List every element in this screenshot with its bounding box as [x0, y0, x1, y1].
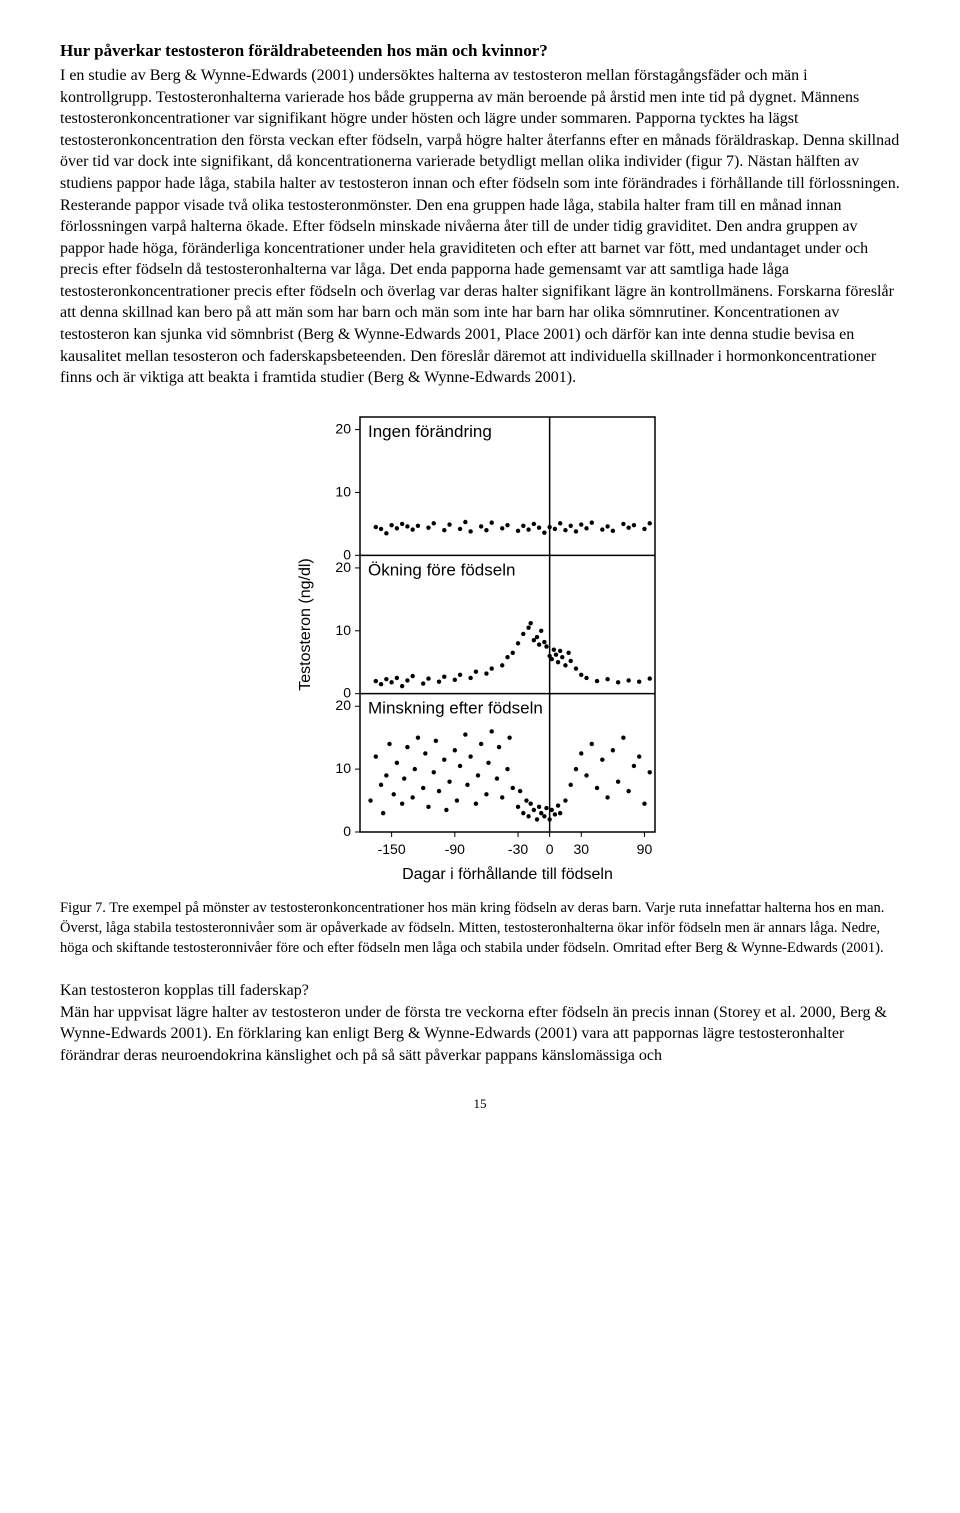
svg-text:20: 20 — [335, 559, 351, 575]
svg-text:Testosteron (ng/dl): Testosteron (ng/dl) — [297, 558, 314, 691]
figure-7: 0 10 20 Ingen förändring 0 10 20 Ökning före fö… — [60, 407, 900, 894]
svg-text:Ingen förändring: Ingen förändring — [368, 422, 492, 441]
svg-text:10: 10 — [335, 483, 351, 499]
svg-text:90: 90 — [637, 841, 653, 857]
svg-text:-150: -150 — [378, 841, 406, 857]
svg-text:-30: -30 — [508, 841, 528, 857]
svg-text:0: 0 — [343, 823, 351, 839]
svg-text:Minskning efter födseln: Minskning efter födseln — [368, 699, 543, 718]
figure-7-svg: 0 10 20 Ingen förändring 0 10 20 Ökning före fö… — [290, 407, 670, 887]
figure-7-caption: Figur 7. Tre exempel på mönster av testo… — [60, 899, 900, 958]
svg-text:10: 10 — [335, 622, 351, 638]
section-heading: Hur påverkar testosteron föräldrabeteend… — [60, 40, 900, 63]
svg-text:-90: -90 — [445, 841, 465, 857]
svg-text:Dagar i förhållande till födse: Dagar i förhållande till födseln — [402, 865, 613, 883]
svg-text:30: 30 — [573, 841, 589, 857]
svg-text:Ökning före födseln: Ökning före födseln — [368, 560, 515, 579]
svg-text:20: 20 — [335, 420, 351, 436]
page-number: 15 — [60, 1095, 900, 1113]
subsection-heading: Kan testosteron kopplas till faderskap? — [60, 980, 900, 1002]
paragraph-main: I en studie av Berg & Wynne-Edwards (200… — [60, 65, 900, 389]
paragraph-second: Män har uppvisat lägre halter av testost… — [60, 1002, 900, 1067]
svg-text:10: 10 — [335, 760, 351, 776]
svg-text:0: 0 — [546, 841, 554, 857]
svg-text:20: 20 — [335, 697, 351, 713]
